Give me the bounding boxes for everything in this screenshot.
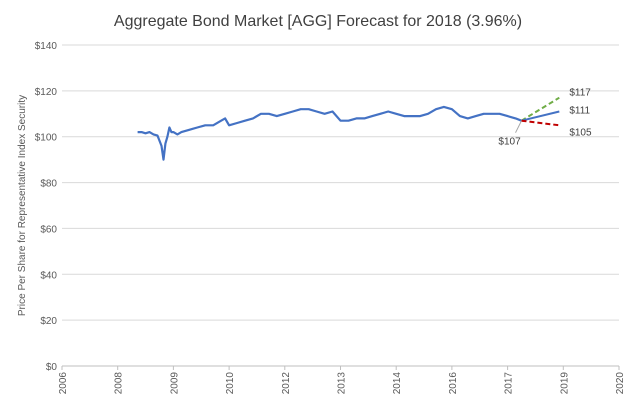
x-tick-label: 2013 — [337, 372, 348, 395]
y-tick-label: $60 — [40, 224, 57, 235]
grid-lines — [62, 44, 619, 321]
axes: $0 $20 $40 $60 $80 $100 $120 $140 2006 2008 2009 20… — [35, 41, 626, 394]
history-line — [137, 105, 522, 161]
x-tick-label: 2020 — [615, 372, 626, 395]
forecast-mid-line — [521, 110, 560, 122]
y-axis-label: Price Per Share for Representative Index… — [17, 95, 28, 316]
x-tick-label: 2009 — [169, 372, 180, 395]
x-tick-label: 2008 — [114, 372, 125, 395]
x-tick-label: 2012 — [281, 372, 292, 395]
annotation-leader-line — [515, 120, 522, 133]
annotation-label: $107 — [498, 137, 521, 148]
x-tick-label: 2010 — [225, 372, 236, 395]
x-tick-label: 2014 — [392, 372, 403, 395]
series-lines — [137, 96, 560, 161]
annotations: $117 $111 $105 $107 — [498, 88, 592, 148]
chart-title: Aggregate Bond Market [AGG] Forecast for… — [114, 13, 522, 30]
annotation-label: $105 — [569, 127, 592, 138]
x-tick-label: 2019 — [559, 372, 570, 395]
forecast-low-line — [521, 119, 560, 127]
y-tick-label: $100 — [35, 133, 58, 144]
annotation-label: $117 — [569, 88, 591, 99]
y-tick-label: $140 — [35, 41, 58, 52]
y-tick-label: $0 — [46, 362, 58, 373]
y-tick-label: $20 — [40, 316, 57, 327]
y-tick-label: $40 — [40, 270, 57, 281]
x-tick-label: 2006 — [58, 372, 69, 395]
y-tick-label: $80 — [40, 179, 57, 190]
x-tick-label: 2017 — [504, 372, 515, 395]
x-tick-label: 2016 — [448, 372, 459, 395]
forecast-high-line — [520, 96, 560, 122]
annotation-label: $111 — [569, 105, 590, 116]
y-tick-label: $120 — [35, 87, 58, 98]
